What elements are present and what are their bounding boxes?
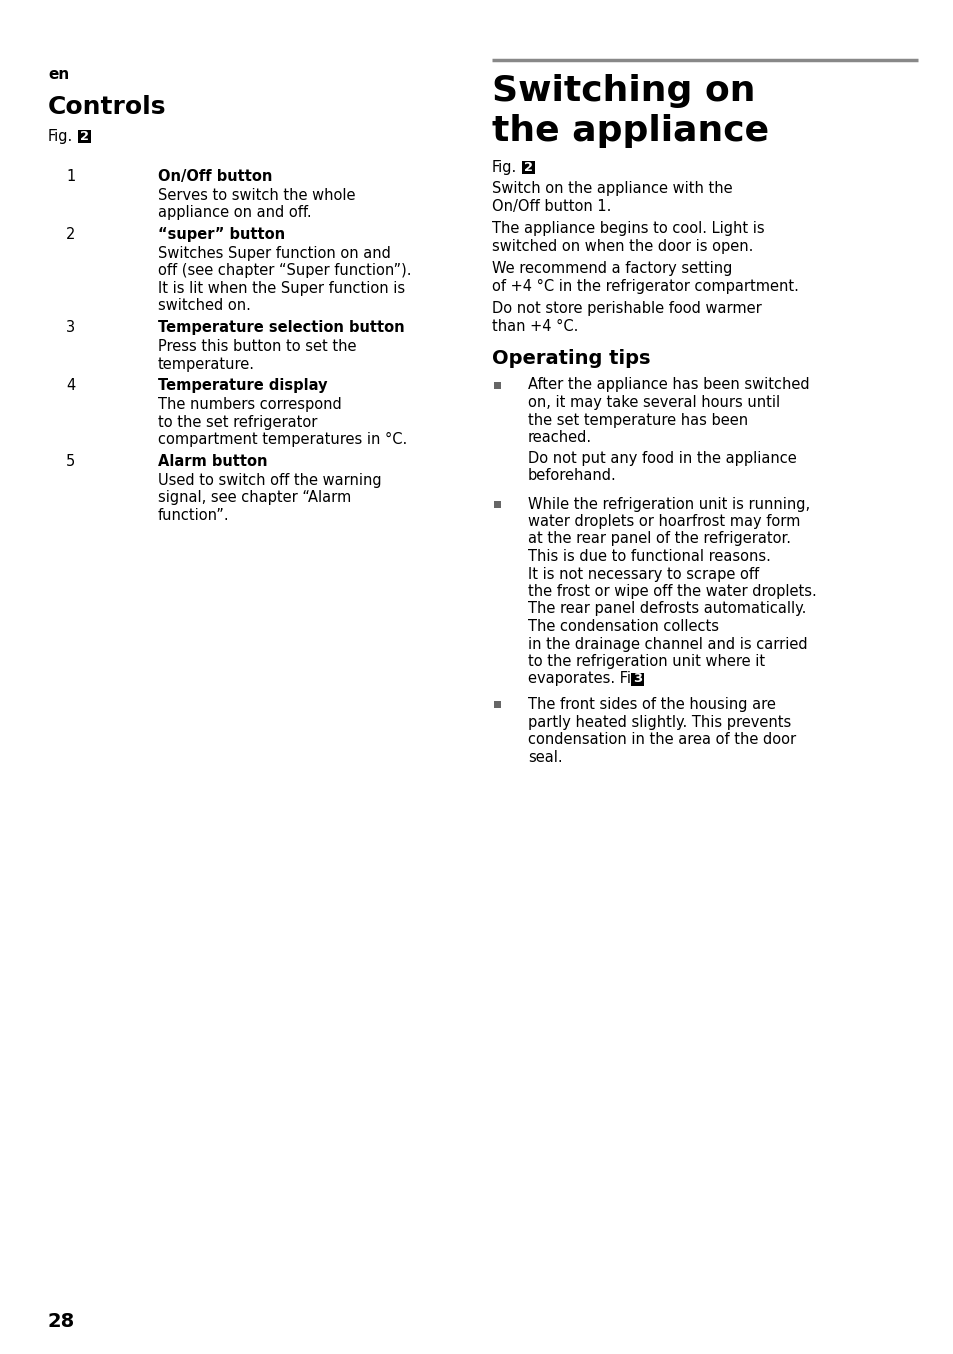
FancyBboxPatch shape <box>521 161 535 175</box>
FancyBboxPatch shape <box>630 673 643 685</box>
Text: off (see chapter “Super function”).: off (see chapter “Super function”). <box>158 264 411 279</box>
Text: beforehand.: beforehand. <box>527 468 616 483</box>
Text: The appliance begins to cool. Light is: The appliance begins to cool. Light is <box>492 222 763 237</box>
Text: evaporates. Fig.: evaporates. Fig. <box>527 672 649 686</box>
Text: 4: 4 <box>66 378 75 393</box>
Text: in the drainage channel and is carried: in the drainage channel and is carried <box>527 636 807 651</box>
Text: Controls: Controls <box>48 95 167 119</box>
Text: 1: 1 <box>66 169 75 184</box>
Text: condensation in the area of the door: condensation in the area of the door <box>527 733 796 747</box>
Text: 2: 2 <box>80 130 89 144</box>
Text: to the set refrigerator: to the set refrigerator <box>158 414 317 429</box>
Text: The numbers correspond: The numbers correspond <box>158 397 341 412</box>
Text: Used to switch off the warning: Used to switch off the warning <box>158 473 381 487</box>
Text: seal.: seal. <box>527 750 562 765</box>
Text: Temperature selection button: Temperature selection button <box>158 320 404 334</box>
Text: temperature.: temperature. <box>158 356 254 371</box>
Text: The rear panel defrosts automatically.: The rear panel defrosts automatically. <box>527 601 805 616</box>
Text: to the refrigeration unit where it: to the refrigeration unit where it <box>527 654 764 669</box>
FancyBboxPatch shape <box>494 382 500 389</box>
Text: function”.: function”. <box>158 508 230 523</box>
Text: We recommend a factory setting: We recommend a factory setting <box>492 261 732 276</box>
Text: After the appliance has been switched: After the appliance has been switched <box>527 378 809 393</box>
Text: Switches Super function on and: Switches Super function on and <box>158 246 391 261</box>
Text: on, it may take several hours until: on, it may take several hours until <box>527 395 780 410</box>
Text: than +4 °C.: than +4 °C. <box>492 320 578 334</box>
Text: the set temperature has been: the set temperature has been <box>527 413 747 428</box>
Text: On/Off button 1.: On/Off button 1. <box>492 199 611 214</box>
Text: Switching on: Switching on <box>492 74 755 108</box>
Text: at the rear panel of the refrigerator.: at the rear panel of the refrigerator. <box>527 532 790 547</box>
Text: 3: 3 <box>632 673 641 685</box>
Text: compartment temperatures in °C.: compartment temperatures in °C. <box>158 432 407 447</box>
Text: the appliance: the appliance <box>492 114 768 148</box>
FancyBboxPatch shape <box>78 130 91 144</box>
Text: partly heated slightly. This prevents: partly heated slightly. This prevents <box>527 715 790 730</box>
Text: appliance on and off.: appliance on and off. <box>158 206 312 221</box>
Text: en: en <box>48 66 70 83</box>
Text: Temperature display: Temperature display <box>158 378 327 393</box>
Text: Alarm button: Alarm button <box>158 454 267 468</box>
Text: Serves to switch the whole: Serves to switch the whole <box>158 188 355 203</box>
Text: “super” button: “super” button <box>158 227 285 242</box>
Text: switched on.: switched on. <box>158 298 251 314</box>
Text: The front sides of the housing are: The front sides of the housing are <box>527 697 775 712</box>
Text: of +4 °C in the refrigerator compartment.: of +4 °C in the refrigerator compartment… <box>492 279 798 294</box>
Text: switched on when the door is open.: switched on when the door is open. <box>492 240 753 255</box>
Text: 2: 2 <box>523 161 533 175</box>
Text: On/Off button: On/Off button <box>158 169 273 184</box>
Text: 28: 28 <box>48 1312 75 1331</box>
Text: The condensation collects: The condensation collects <box>527 619 719 634</box>
FancyBboxPatch shape <box>494 501 500 508</box>
Text: Switch on the appliance with the: Switch on the appliance with the <box>492 181 732 196</box>
Text: Do not put any food in the appliance: Do not put any food in the appliance <box>527 451 796 466</box>
Text: 5: 5 <box>66 454 75 468</box>
Text: Fig.: Fig. <box>492 160 517 175</box>
Text: Operating tips: Operating tips <box>492 349 650 368</box>
Text: the frost or wipe off the water droplets.: the frost or wipe off the water droplets… <box>527 584 816 598</box>
Text: Press this button to set the: Press this button to set the <box>158 338 356 353</box>
Text: This is due to functional reasons.: This is due to functional reasons. <box>527 548 770 565</box>
Text: 3: 3 <box>66 320 75 334</box>
Text: Fig.: Fig. <box>48 129 73 144</box>
FancyBboxPatch shape <box>494 701 500 708</box>
Text: water droplets or hoarfrost may form: water droplets or hoarfrost may form <box>527 515 800 529</box>
Text: While the refrigeration unit is running,: While the refrigeration unit is running, <box>527 497 809 512</box>
Text: It is not necessary to scrape off: It is not necessary to scrape off <box>527 566 759 581</box>
Text: Do not store perishable food warmer: Do not store perishable food warmer <box>492 302 760 317</box>
Text: signal, see chapter “Alarm: signal, see chapter “Alarm <box>158 490 351 505</box>
Text: It is lit when the Super function is: It is lit when the Super function is <box>158 282 405 297</box>
Text: reached.: reached. <box>527 431 592 445</box>
Text: 2: 2 <box>66 227 75 242</box>
